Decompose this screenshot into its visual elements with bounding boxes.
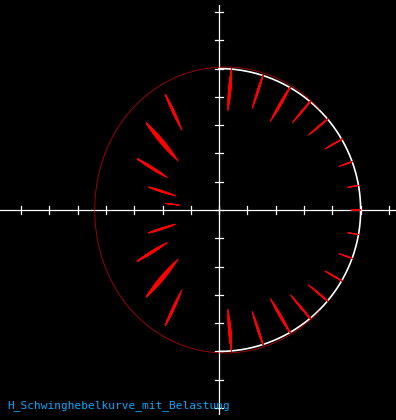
Text: H_Schwinghebelkurve_mit_Belastung: H_Schwinghebelkurve_mit_Belastung: [7, 400, 230, 411]
